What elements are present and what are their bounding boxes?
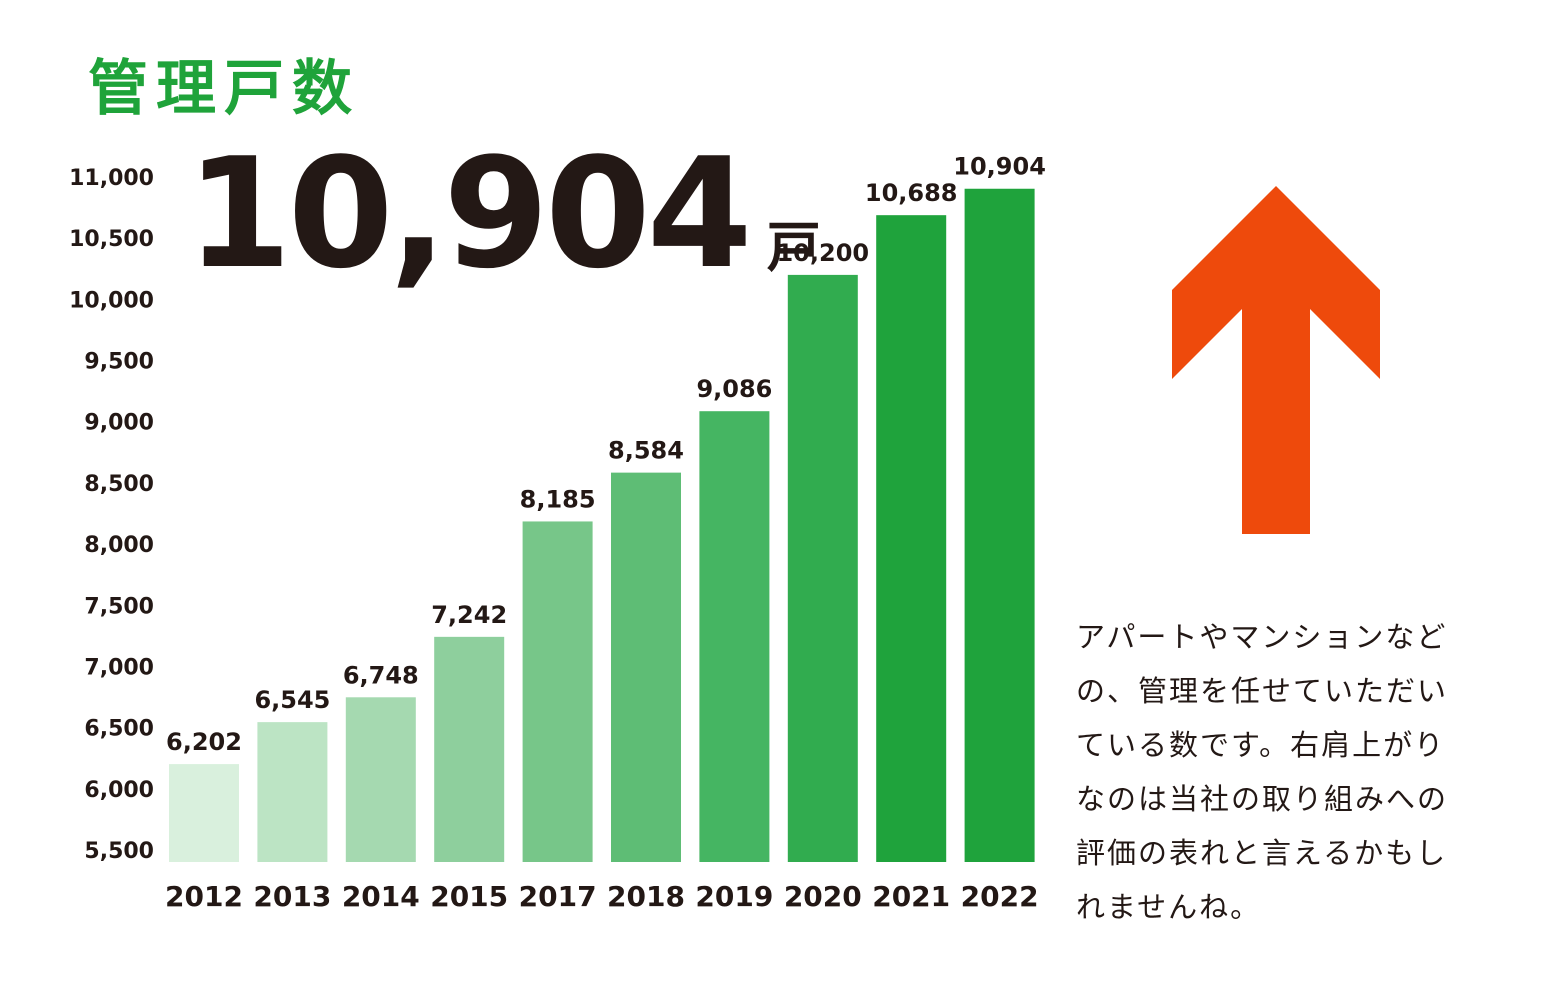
y-axis-ticks: 5,500 6,000 6,500 7,000 7,500 8,000 8,500 9,000…	[69, 166, 154, 864]
x-tick-label: 2020	[784, 880, 862, 913]
x-tick-label: 2013	[253, 880, 331, 913]
x-tick-label: 2017	[519, 880, 597, 913]
bar-value-label: 6,748	[343, 661, 419, 689]
y-tick-label: 8,000	[84, 533, 154, 558]
highlight-value: 10,904	[186, 125, 753, 302]
y-tick-label: 6,500	[84, 717, 154, 742]
up-arrow-icon	[1172, 186, 1380, 534]
bar	[169, 764, 239, 862]
y-tick-label: 6,000	[84, 778, 154, 803]
x-tick-label: 2022	[961, 880, 1039, 913]
bar	[434, 636, 505, 862]
bar-value-label: 10,688	[865, 179, 958, 207]
bar-value-labels: 6,202 6,545 6,748 7,242 8,185 8,584 9,086 10,20…	[166, 153, 1046, 756]
bar	[876, 215, 947, 862]
y-tick-label: 10,000	[69, 288, 154, 313]
bar	[787, 274, 858, 863]
bar	[699, 411, 770, 862]
bar	[257, 722, 328, 862]
bar-value-label: 8,584	[608, 437, 684, 465]
bar-value-label: 8,185	[520, 485, 596, 513]
y-tick-label: 7,500	[84, 594, 154, 619]
highlight-figure: 10,904 戸	[186, 138, 821, 290]
bar-value-label: 9,086	[696, 375, 772, 403]
bar-value-label: 6,202	[166, 728, 242, 756]
y-tick-label: 9,000	[84, 411, 154, 436]
bar	[964, 188, 1035, 863]
x-tick-label: 2014	[342, 880, 420, 913]
up-arrow-shape	[1172, 186, 1380, 534]
x-tick-label: 2015	[430, 880, 508, 913]
bars	[169, 188, 1035, 863]
y-tick-label: 8,500	[84, 472, 154, 497]
bar-value-label: 7,242	[431, 601, 507, 629]
x-tick-label: 2019	[695, 880, 773, 913]
bar-value-label: 10,904	[953, 153, 1046, 181]
bar	[611, 472, 681, 862]
bar	[345, 697, 416, 862]
x-tick-label: 2018	[607, 880, 685, 913]
y-tick-label: 5,500	[84, 839, 154, 864]
y-tick-label: 9,500	[84, 350, 154, 375]
y-tick-label: 7,000	[84, 655, 154, 680]
y-tick-label: 11,000	[69, 166, 154, 191]
bar-value-label: 10,200	[776, 239, 869, 267]
bar-chart: 5,500 6,000 6,500 7,000 7,500 8,000 8,500 9,000…	[69, 153, 1046, 913]
x-tick-label: 2021	[872, 880, 950, 913]
bar-value-label: 6,545	[254, 686, 330, 714]
highlight-unit: 戸	[766, 216, 821, 279]
chart-title: 管理戸数	[88, 54, 360, 124]
bar	[522, 521, 593, 862]
x-axis-labels: 2012 2013 2014 2015 2017 2018 2019 2020 2021 2022	[165, 880, 1039, 913]
description-text: アパートやマンションなどの、管理を任せていただいている数です。右肩上がりなのは当…	[1076, 620, 1449, 924]
x-tick-label: 2012	[165, 880, 243, 913]
y-tick-label: 10,500	[69, 227, 154, 252]
